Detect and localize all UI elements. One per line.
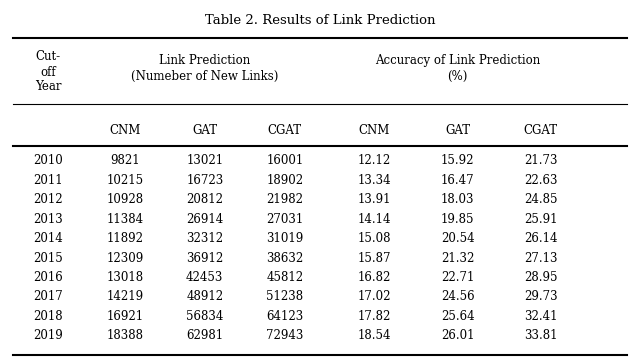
Text: 56834: 56834 — [186, 310, 223, 323]
Text: 10928: 10928 — [106, 193, 143, 206]
Text: 32312: 32312 — [186, 232, 223, 245]
Text: 2011: 2011 — [33, 174, 63, 187]
Text: Table 2. Results of Link Prediction: Table 2. Results of Link Prediction — [205, 14, 435, 27]
Text: 62981: 62981 — [186, 329, 223, 342]
Text: Accuracy of Link Prediction
(%): Accuracy of Link Prediction (%) — [375, 54, 540, 83]
Text: 2016: 2016 — [33, 271, 63, 284]
Text: CNM: CNM — [109, 124, 141, 137]
Text: 26.01: 26.01 — [441, 329, 474, 342]
Text: 2010: 2010 — [33, 154, 63, 167]
Text: 16001: 16001 — [266, 154, 303, 167]
Text: 28.95: 28.95 — [524, 271, 557, 284]
Text: 11892: 11892 — [106, 232, 143, 245]
Text: 36912: 36912 — [186, 252, 223, 265]
Text: Link Prediction
(Numeber of New Links): Link Prediction (Numeber of New Links) — [131, 54, 278, 83]
Text: 20.54: 20.54 — [441, 232, 474, 245]
Text: 26914: 26914 — [186, 213, 223, 226]
Text: CGAT: CGAT — [268, 124, 302, 137]
Text: 2014: 2014 — [33, 232, 63, 245]
Text: 24.85: 24.85 — [524, 193, 557, 206]
Text: 17.82: 17.82 — [358, 310, 391, 323]
Text: 22.71: 22.71 — [441, 271, 474, 284]
Text: 14.14: 14.14 — [358, 213, 391, 226]
Text: 20812: 20812 — [186, 193, 223, 206]
Text: 27.13: 27.13 — [524, 252, 557, 265]
Text: 9821: 9821 — [110, 154, 140, 167]
Text: 2017: 2017 — [33, 291, 63, 303]
Text: 42453: 42453 — [186, 271, 223, 284]
Text: 16921: 16921 — [106, 310, 143, 323]
Text: 64123: 64123 — [266, 310, 303, 323]
Text: 13018: 13018 — [106, 271, 143, 284]
Text: 17.02: 17.02 — [358, 291, 391, 303]
Text: 72943: 72943 — [266, 329, 303, 342]
Text: GAT: GAT — [192, 124, 218, 137]
Text: 12.12: 12.12 — [358, 154, 391, 167]
Text: 16.47: 16.47 — [441, 174, 474, 187]
Text: 21982: 21982 — [266, 193, 303, 206]
Text: 13.91: 13.91 — [358, 193, 391, 206]
Text: 22.63: 22.63 — [524, 174, 557, 187]
Text: 15.87: 15.87 — [358, 252, 391, 265]
Text: 25.64: 25.64 — [441, 310, 474, 323]
Text: 21.73: 21.73 — [524, 154, 557, 167]
Text: 19.85: 19.85 — [441, 213, 474, 226]
Text: 18902: 18902 — [266, 174, 303, 187]
Text: 13.34: 13.34 — [358, 174, 391, 187]
Text: 21.32: 21.32 — [441, 252, 474, 265]
Text: 26.14: 26.14 — [524, 232, 557, 245]
Text: CNM: CNM — [358, 124, 390, 137]
Text: 25.91: 25.91 — [524, 213, 557, 226]
Text: 15.08: 15.08 — [358, 232, 391, 245]
Text: 38632: 38632 — [266, 252, 303, 265]
Text: 13021: 13021 — [186, 154, 223, 167]
Text: 2013: 2013 — [33, 213, 63, 226]
Text: 24.56: 24.56 — [441, 291, 474, 303]
Text: CGAT: CGAT — [524, 124, 558, 137]
Text: 29.73: 29.73 — [524, 291, 557, 303]
Text: 10215: 10215 — [106, 174, 143, 187]
Text: 14219: 14219 — [106, 291, 143, 303]
Text: 2019: 2019 — [33, 329, 63, 342]
Text: 33.81: 33.81 — [524, 329, 557, 342]
Text: Cut-
off
Year: Cut- off Year — [35, 50, 61, 94]
Text: 12309: 12309 — [106, 252, 143, 265]
Text: 45812: 45812 — [266, 271, 303, 284]
Text: GAT: GAT — [445, 124, 470, 137]
Text: 16.82: 16.82 — [358, 271, 391, 284]
Text: 2012: 2012 — [33, 193, 63, 206]
Text: 48912: 48912 — [186, 291, 223, 303]
Text: 27031: 27031 — [266, 213, 303, 226]
Text: 2018: 2018 — [33, 310, 63, 323]
Text: 15.92: 15.92 — [441, 154, 474, 167]
Text: 31019: 31019 — [266, 232, 303, 245]
Text: 11384: 11384 — [106, 213, 143, 226]
Text: 2015: 2015 — [33, 252, 63, 265]
Text: 51238: 51238 — [266, 291, 303, 303]
Text: 18388: 18388 — [106, 329, 143, 342]
Text: 16723: 16723 — [186, 174, 223, 187]
Text: 18.54: 18.54 — [358, 329, 391, 342]
Text: 32.41: 32.41 — [524, 310, 557, 323]
Text: 18.03: 18.03 — [441, 193, 474, 206]
